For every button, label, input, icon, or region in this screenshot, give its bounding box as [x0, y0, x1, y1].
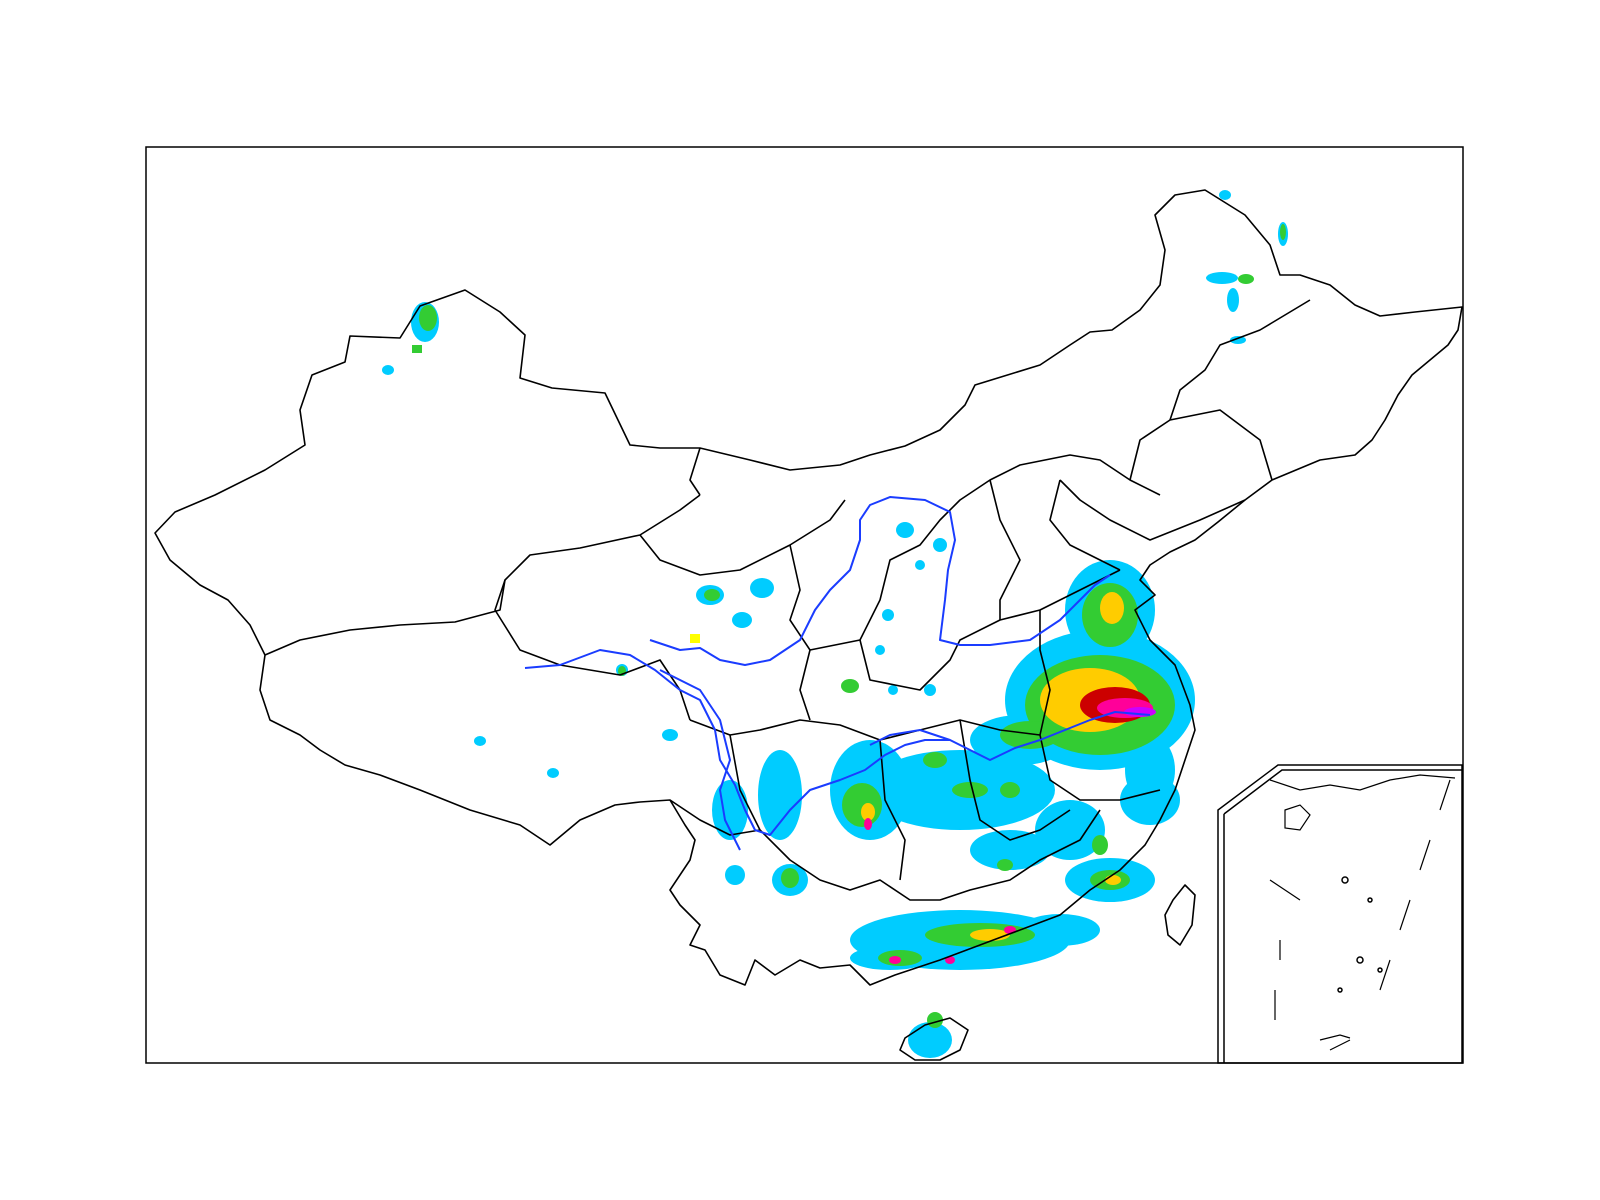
rain-northeast-core: [1238, 224, 1286, 284]
country-borders: [154, 189, 1463, 1061]
rivers: [524, 496, 1151, 851]
rain-central-light: [474, 522, 947, 778]
precipitation-layer: [382, 190, 1288, 1058]
rain-northwest-core: [412, 305, 437, 353]
rain-east-peak: [1124, 707, 1156, 717]
rain-northeast: [1206, 190, 1288, 344]
rain-spot-yellow: [690, 634, 700, 643]
tributary-jinsha: [659, 669, 741, 851]
map-frame: [145, 146, 1464, 1064]
hainan-island: [899, 1017, 969, 1061]
yellow-river: [649, 496, 1111, 666]
rain-central-moderate: [618, 589, 859, 693]
yangtze-river: [524, 649, 1151, 836]
south-china-sea-inset: [1217, 764, 1463, 1064]
tributary-han: [869, 729, 951, 746]
rain-south-intense: [864, 818, 1016, 964]
rain-south-light: [712, 740, 1180, 1058]
taiwan-island: [1164, 884, 1196, 946]
china-outline: [154, 189, 1463, 986]
